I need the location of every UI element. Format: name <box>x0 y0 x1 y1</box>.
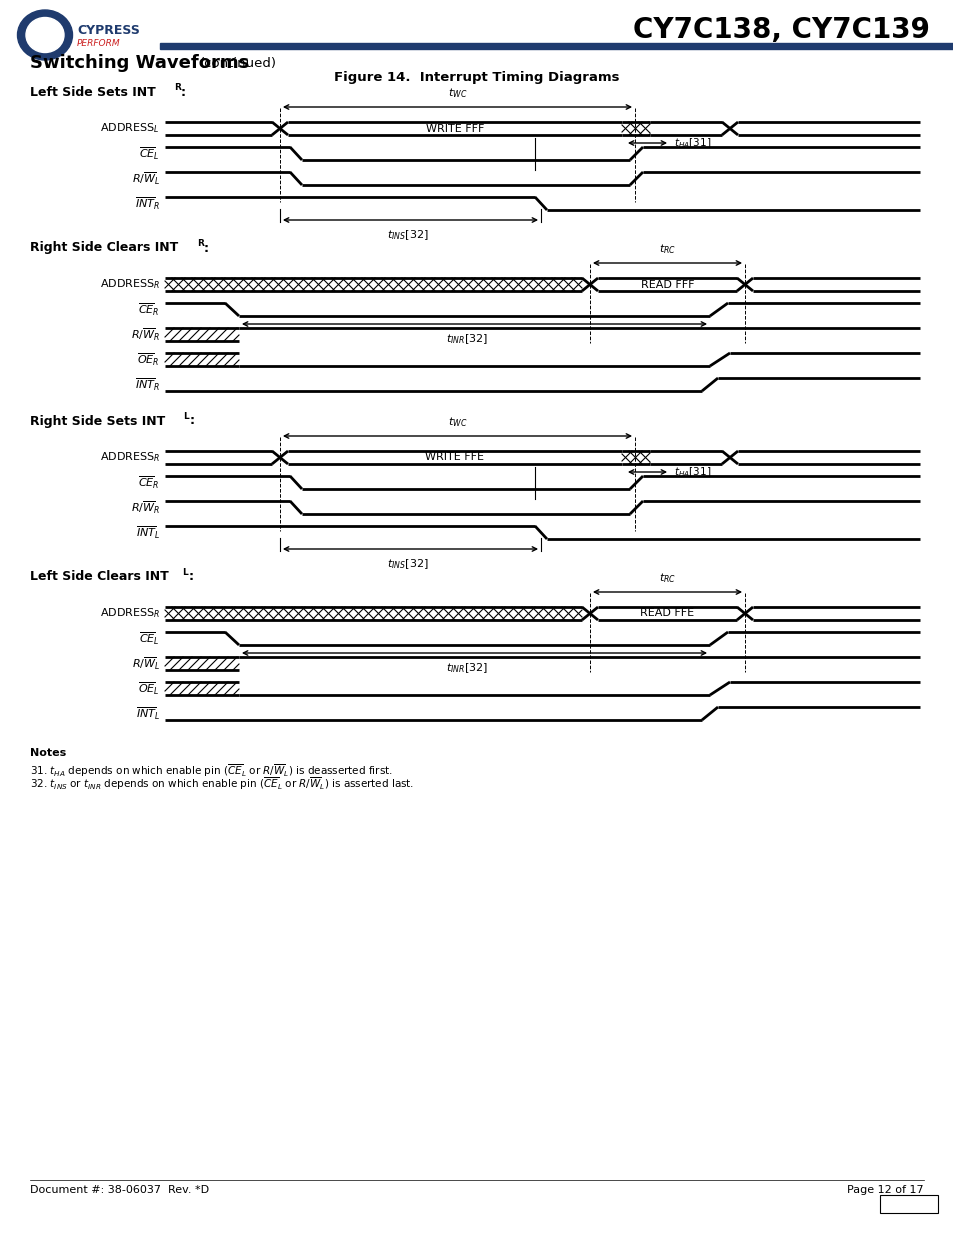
Text: WRITE FFE: WRITE FFE <box>425 452 484 462</box>
Text: 32. $t_{INS}$ or $t_{INR}$ depends on which enable pin ($\overline{CE}_L$ or $R/: 32. $t_{INS}$ or $t_{INR}$ depends on wh… <box>30 776 414 792</box>
Text: ADDRESS$_R$: ADDRESS$_R$ <box>99 451 160 464</box>
Text: $\overline{INT}_L$: $\overline{INT}_L$ <box>135 524 160 541</box>
Text: $R/\overline{W}_L$: $R/\overline{W}_L$ <box>132 170 160 186</box>
Text: $\overline{INT}_R$: $\overline{INT}_R$ <box>134 195 160 211</box>
Text: $\overline{CE}_R$: $\overline{CE}_R$ <box>138 301 160 317</box>
Text: Document #: 38-06037  Rev. *D: Document #: 38-06037 Rev. *D <box>30 1186 209 1195</box>
Text: $t_{WC}$: $t_{WC}$ <box>447 415 467 429</box>
Text: $t_{INS}$[32]: $t_{INS}$[32] <box>386 557 428 571</box>
Text: Right Side Sets INT: Right Side Sets INT <box>30 415 165 427</box>
Text: Right Side Clears INT: Right Side Clears INT <box>30 242 178 254</box>
Text: 31. $t_{HA}$ depends on which enable pin ($\overline{CE}_L$ or $R/\overline{W}_L: 31. $t_{HA}$ depends on which enable pin… <box>30 762 393 778</box>
Text: :: : <box>190 415 194 427</box>
Text: $R/\overline{W}_R$: $R/\overline{W}_R$ <box>131 499 160 516</box>
Text: $t_{INR}$[32]: $t_{INR}$[32] <box>446 332 488 346</box>
Text: $t_{INR}$[32]: $t_{INR}$[32] <box>446 661 488 674</box>
Text: $\overline{OE}_R$: $\overline{OE}_R$ <box>137 351 160 368</box>
Text: Page 12 of 17: Page 12 of 17 <box>846 1186 923 1195</box>
Text: :: : <box>204 242 209 254</box>
Text: $\overline{INT}_R$: $\overline{INT}_R$ <box>134 377 160 393</box>
Text: $\overline{INT}_L$: $\overline{INT}_L$ <box>135 705 160 721</box>
Text: $R/\overline{W}_R$: $R/\overline{W}_R$ <box>131 326 160 343</box>
Text: CY7C138, CY7C139: CY7C138, CY7C139 <box>633 16 929 44</box>
Bar <box>0 0 953 80</box>
Text: (continued): (continued) <box>200 57 276 69</box>
Text: $\overline{CE}_R$: $\overline{CE}_R$ <box>138 474 160 490</box>
Text: $\overline{CE}_L$: $\overline{CE}_L$ <box>139 146 160 162</box>
Bar <box>879 1195 937 1213</box>
Text: $R/\overline{W}_L$: $R/\overline{W}_L$ <box>132 656 160 672</box>
Text: ADDRESS$_R$: ADDRESS$_R$ <box>99 278 160 291</box>
Bar <box>160 43 953 49</box>
Text: Left Side Sets INT: Left Side Sets INT <box>30 85 155 99</box>
Text: ADDRESS$_R$: ADDRESS$_R$ <box>99 606 160 620</box>
Ellipse shape <box>17 10 72 61</box>
Text: $\overline{OE}_L$: $\overline{OE}_L$ <box>138 680 160 697</box>
Text: L: L <box>183 412 189 421</box>
Text: READ FFE: READ FFE <box>639 609 694 619</box>
Text: :: : <box>181 85 186 99</box>
Text: Switching Waveforms: Switching Waveforms <box>30 54 249 72</box>
Text: $\overline{CE}_L$: $\overline{CE}_L$ <box>139 630 160 647</box>
Text: R: R <box>196 240 204 248</box>
Text: L: L <box>182 568 188 577</box>
Text: $t_{RC}$: $t_{RC}$ <box>659 242 676 256</box>
Text: WRITE FFF: WRITE FFF <box>425 124 484 133</box>
Text: Left Side Clears INT: Left Side Clears INT <box>30 571 169 583</box>
Text: R: R <box>173 83 181 91</box>
Text: :: : <box>189 571 193 583</box>
Text: ADDRESS$_L$: ADDRESS$_L$ <box>100 121 160 136</box>
Text: $t_{HA}$[31]: $t_{HA}$[31] <box>673 136 711 149</box>
Text: CYPRESS: CYPRESS <box>77 23 140 37</box>
Text: PERFORM: PERFORM <box>77 40 120 48</box>
Text: $t_{HA}$[31]: $t_{HA}$[31] <box>673 466 711 479</box>
Text: $t_{RC}$: $t_{RC}$ <box>659 572 676 585</box>
Text: READ FFF: READ FFF <box>640 279 694 289</box>
Text: Notes: Notes <box>30 748 66 758</box>
Text: $t_{WC}$: $t_{WC}$ <box>447 86 467 100</box>
Ellipse shape <box>26 17 64 53</box>
Text: Figure 14.  Interrupt Timing Diagrams: Figure 14. Interrupt Timing Diagrams <box>334 70 619 84</box>
Text: $t_{INS}$[32]: $t_{INS}$[32] <box>386 228 428 242</box>
